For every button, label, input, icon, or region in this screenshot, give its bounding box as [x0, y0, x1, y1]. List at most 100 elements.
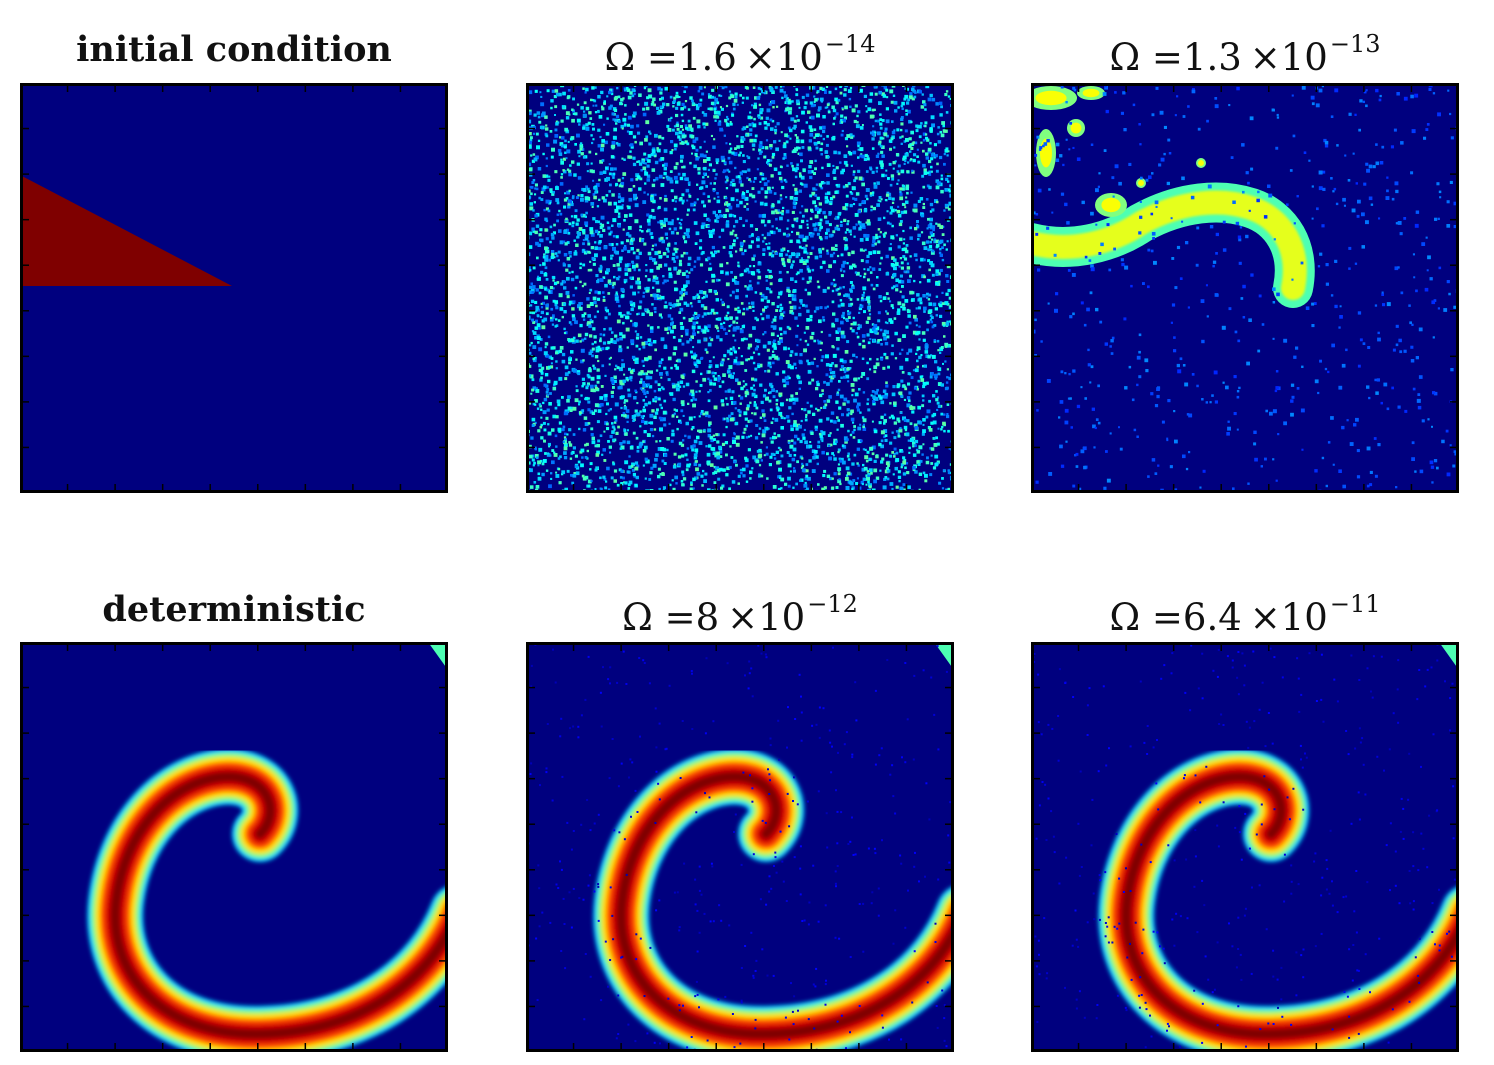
noise-pixel — [756, 345, 759, 349]
noise-pixel — [678, 441, 683, 446]
noise-pixel — [680, 400, 685, 404]
noise-pixel — [893, 421, 897, 425]
noise-pixel — [679, 307, 684, 312]
noise-pixel — [850, 412, 853, 416]
noise-pixel — [795, 273, 798, 276]
noise-pixel — [795, 255, 799, 259]
noise-pixel — [732, 107, 736, 111]
noise-pixel — [877, 119, 880, 123]
noise-pixel — [879, 136, 883, 140]
noise-pixel — [590, 388, 594, 392]
noise-pixel — [802, 436, 806, 440]
noise-pixel — [592, 217, 596, 221]
noise-pixel — [643, 87, 646, 90]
noise-pixel — [798, 387, 801, 390]
noise-pixel — [570, 452, 574, 455]
noise-pixel — [660, 376, 663, 379]
noise-pixel — [754, 96, 758, 100]
noise-pixel — [742, 474, 746, 478]
noise-pixel — [672, 397, 676, 402]
noise-pixel — [594, 340, 597, 344]
noise-pixel — [682, 165, 686, 169]
noise-pixel — [608, 243, 612, 246]
noise-pixel — [642, 364, 645, 367]
noise-pixel — [691, 317, 694, 320]
noise-pixel — [654, 396, 658, 399]
noise-pixel — [690, 335, 694, 339]
noise-pixel — [635, 178, 639, 181]
noise-pixel — [758, 103, 762, 107]
noise-pixel — [591, 347, 595, 351]
noise-pixel — [871, 193, 875, 197]
noise-pixel — [680, 154, 684, 159]
noise-pixel — [919, 460, 923, 463]
noise-pixel — [935, 169, 939, 173]
noise-pixel — [597, 144, 601, 148]
noise-pixel — [633, 414, 637, 417]
noise-pixel — [778, 411, 783, 416]
noise-pixel — [675, 409, 678, 412]
noise-pixel — [529, 202, 533, 206]
noise-pixel — [652, 293, 657, 298]
noise-pixel — [756, 281, 760, 285]
noise-pixel — [859, 303, 862, 306]
noise-pixel — [695, 321, 699, 324]
exponent: −13 — [1329, 30, 1381, 58]
noise-pixel — [527, 266, 531, 270]
noise-pixel — [697, 89, 701, 93]
noise-pixel — [747, 168, 751, 172]
noise-pixel — [681, 166, 684, 169]
noise-pixel — [578, 403, 581, 406]
noise-pixel — [708, 229, 711, 232]
noise-pixel — [824, 196, 829, 200]
noise-pixel — [947, 469, 950, 472]
noise-pixel — [760, 116, 764, 120]
noise-pixel — [811, 246, 815, 250]
noise-pixel — [801, 464, 805, 468]
noise-pixel — [559, 455, 562, 459]
noise-pixel — [580, 152, 584, 156]
noise-pixel — [543, 317, 548, 322]
noise-pixel — [687, 402, 690, 405]
noise-pixel — [617, 267, 622, 272]
noise-pixel — [713, 115, 717, 119]
noise-pixel — [861, 293, 865, 297]
noise-pixel — [537, 308, 540, 312]
noise-pixel — [615, 235, 619, 239]
noise-pixel — [669, 170, 673, 173]
noise-pixel — [605, 132, 610, 136]
noise-pixel — [692, 116, 696, 120]
noise-pixel — [812, 223, 816, 227]
noise-pixel — [709, 182, 712, 185]
noise-pixel — [895, 490, 900, 493]
noise-pixel — [630, 276, 634, 280]
noise-pixel — [592, 327, 596, 331]
noise-pixel — [590, 98, 593, 102]
noise-pixel — [856, 462, 859, 465]
noise-pixel — [840, 253, 844, 257]
noise-pixel — [724, 316, 728, 320]
noise-pixel — [816, 133, 820, 137]
noise-pixel — [720, 94, 723, 97]
noise-pixel — [687, 435, 691, 439]
noise-pixel — [675, 91, 679, 95]
noise-pixel — [941, 321, 946, 326]
noise-pixel — [732, 346, 735, 349]
noise-pixel — [777, 296, 780, 299]
noise-pixel — [939, 101, 943, 105]
noise-pixel — [742, 126, 747, 130]
noise-pixel — [663, 198, 668, 202]
noise-pixel — [723, 161, 727, 165]
noise-pixel — [711, 88, 715, 92]
noise-pixel — [619, 368, 622, 371]
noise-pixel — [695, 295, 698, 298]
noise-pixel — [851, 488, 854, 491]
noise-pixel — [810, 431, 814, 435]
noise-pixel — [755, 406, 759, 410]
noise-pixel — [943, 153, 946, 156]
noise-pixel — [722, 468, 726, 472]
noise-pixel — [751, 257, 755, 261]
noise-pixel — [941, 246, 944, 249]
noise-pixel — [794, 169, 798, 173]
noise-pixel — [617, 178, 621, 182]
